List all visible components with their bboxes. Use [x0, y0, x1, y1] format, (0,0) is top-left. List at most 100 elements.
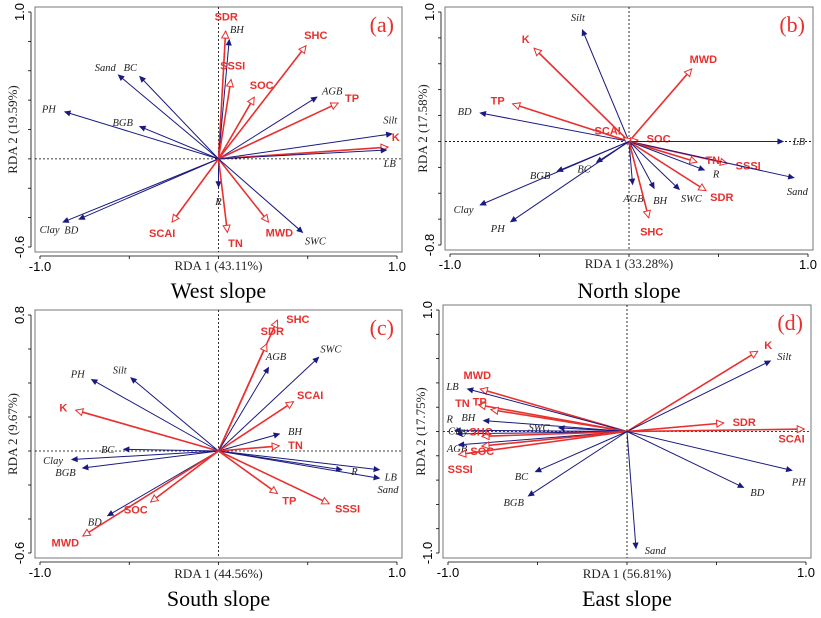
arrowhead	[479, 110, 487, 118]
arrow-shaft	[82, 450, 219, 469]
arrowhead	[220, 29, 230, 39]
arrowhead	[70, 456, 78, 463]
arrow-silt: Silt	[113, 366, 219, 452]
arrowhead	[466, 387, 474, 394]
arrowhead	[271, 442, 281, 451]
arrow-label: SSSI	[736, 161, 761, 173]
arrow-label: PH	[41, 105, 57, 116]
arrow-swc: SWC	[529, 423, 628, 434]
arrow-shaft	[628, 141, 680, 190]
arrowhead	[688, 155, 699, 165]
arrow-label: MWD	[266, 227, 294, 239]
arrow-bd: BD	[626, 431, 765, 499]
arrowhead	[763, 360, 772, 367]
arrow-label: K	[764, 340, 772, 352]
arrow-shaft	[218, 149, 387, 160]
arrow-label: BGB	[55, 468, 76, 479]
arrow-shaft	[628, 141, 655, 189]
arrowhead	[130, 377, 138, 384]
arrow-label: BGB	[530, 171, 551, 182]
arrowhead	[511, 102, 522, 111]
arrow-shaft	[628, 140, 794, 179]
arrow-shaft	[626, 431, 637, 549]
arrow-shaft	[535, 431, 628, 473]
arrow-shaft	[458, 430, 628, 456]
arrowhead	[320, 496, 331, 505]
arrow-clay: Clay	[40, 158, 219, 236]
arrow-sand: Sand	[218, 450, 399, 496]
y-tick-label: -0.8	[422, 234, 437, 256]
arrow-label: TN	[288, 440, 303, 452]
arrow-label: BH	[288, 427, 303, 438]
arrowhead	[284, 401, 295, 410]
arrowhead	[581, 29, 588, 37]
arrow-shaft	[479, 388, 628, 433]
arrow-label: SOC	[124, 504, 148, 516]
arrow-label: BH	[653, 196, 668, 207]
arrow-label: R	[445, 414, 453, 425]
arrowhead	[373, 466, 381, 473]
arrow-shaft	[490, 408, 628, 433]
arrow-shaft	[72, 450, 219, 460]
arrow-shaft	[218, 367, 269, 452]
panel-d: -1.0 1.0 1.0 -1.0 RDA 2 (17.75%) RDA 1 (56.81…	[413, 301, 815, 611]
arrow-bd: BD	[458, 107, 630, 142]
arrow-label: PH	[490, 224, 506, 235]
arrow-label: SDR	[215, 12, 238, 24]
arrow-label: Clay	[40, 225, 60, 236]
arrow-shaft	[218, 96, 317, 160]
arrow-shc: SHC	[217, 30, 327, 160]
arrow-label: LB	[445, 382, 459, 393]
arrow-shaft	[510, 141, 630, 223]
arrowhead	[78, 214, 86, 220]
arrow-shaft	[79, 158, 219, 220]
arrow-label: TP	[473, 397, 487, 409]
arrowhead	[527, 490, 535, 497]
arrowhead	[63, 110, 72, 117]
arrow-agb: AGB	[622, 141, 644, 205]
x-tick-label: -1.0	[439, 257, 461, 272]
arrow-shaft	[150, 450, 219, 503]
arrowhead	[149, 494, 160, 503]
arrow-label: BC	[101, 445, 115, 456]
arrowhead	[139, 75, 146, 83]
arrow-ph: PH	[70, 370, 219, 452]
arrow-r: R	[445, 414, 628, 434]
arrowhead	[259, 342, 268, 353]
arrow-label: SOC	[647, 134, 671, 146]
arrowhead	[457, 441, 465, 448]
arrow-label: BC	[515, 472, 529, 483]
arrow-bgb: BGB	[112, 118, 219, 160]
arrowhead	[122, 446, 130, 453]
panel-letter: (a)	[370, 12, 394, 37]
arrow-soc: SOC	[217, 80, 274, 160]
arrowhead	[385, 131, 393, 138]
arrow-label: PH	[791, 478, 807, 489]
arrowhead	[480, 441, 490, 450]
arrow-label: Clay	[454, 205, 474, 216]
panel-title: North slope	[577, 278, 680, 303]
arrow-shaft	[218, 102, 339, 160]
arrow-shaft	[626, 431, 744, 488]
arrow-shaft	[467, 388, 628, 432]
arrow-label: SHC	[640, 227, 663, 239]
panel-c: -1.0 1.0 0.8 -0.6 RDA 2 (9.67%) RDA 1 (44.56%…	[5, 306, 406, 611]
arrow-shaft	[82, 450, 219, 537]
arrow-tn: TN	[628, 140, 720, 167]
y-tick-label: 1.0	[422, 3, 437, 21]
arrowhead	[479, 386, 489, 396]
arrow-ph: PH	[41, 105, 219, 160]
arrow-k: K	[626, 340, 772, 433]
arrow-label: R	[712, 170, 720, 181]
panel-letter: (c)	[370, 315, 394, 340]
arrowhead	[673, 183, 680, 191]
arrowhead	[482, 417, 490, 425]
arrowhead	[455, 430, 463, 437]
arrow-scai: SCAI	[626, 424, 806, 445]
x-tick-label: -1.0	[437, 565, 459, 580]
arrow-label: TP	[345, 93, 359, 105]
arrow-bc: BC	[124, 63, 219, 160]
arrow-agb: AGB	[218, 87, 343, 160]
arrow-sand: Sand	[628, 140, 809, 198]
